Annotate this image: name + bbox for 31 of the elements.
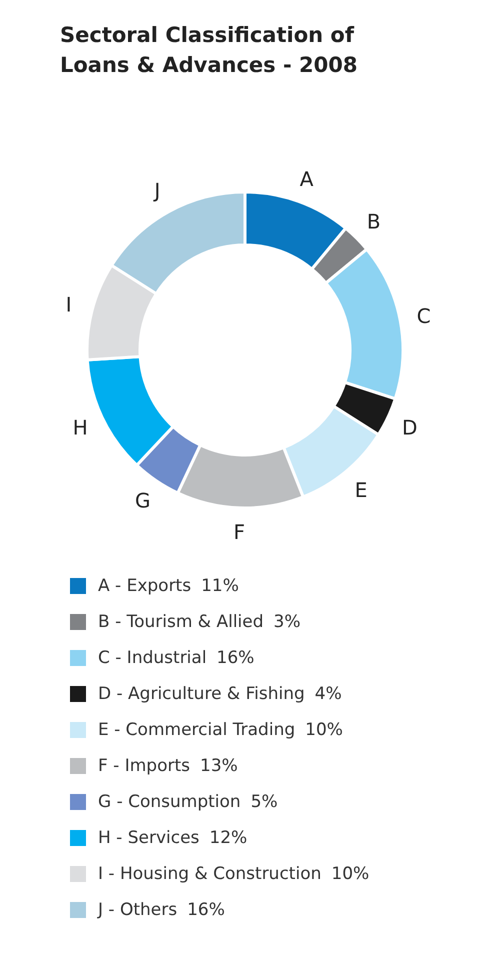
text: J	[152, 178, 160, 203]
data-label: 12%	[209, 828, 248, 848]
legend-label: F - Imports	[98, 756, 190, 776]
text: H	[72, 415, 88, 440]
data-label: 16%	[216, 648, 254, 668]
text: A	[300, 166, 314, 191]
text: C	[416, 304, 431, 328]
data-label: 11%	[201, 576, 239, 596]
data-label: 13%	[200, 756, 238, 776]
legend-label: G - Consumption	[98, 792, 241, 812]
legend-label: A - Exports	[98, 576, 192, 596]
data-label: 16%	[187, 900, 225, 920]
data-label: 3%	[274, 612, 301, 632]
legend-label: J - Others	[98, 900, 178, 920]
data-label: 10%	[305, 720, 343, 740]
legend-label: I - Housing & Construction	[98, 864, 322, 884]
legend-label: E - Commercial Trading	[98, 720, 296, 740]
legend-label: D - Agriculture & Fishing	[98, 684, 305, 704]
legend-label: B - Tourism & Allied	[98, 612, 264, 632]
data-label: 5%	[250, 792, 278, 812]
text: E	[354, 478, 368, 502]
data-label: 10%	[331, 864, 370, 884]
text: G	[134, 488, 150, 513]
legend-label: H - Services	[98, 828, 200, 848]
text: F	[234, 520, 246, 544]
data-label: 4%	[314, 684, 342, 704]
chart-title: Sectoral Classification of Loans & Advances - 2008	[60, 22, 358, 79]
legend-label: C - Industrial	[98, 648, 207, 668]
text: B	[366, 209, 381, 234]
text: D	[402, 415, 418, 440]
text: I	[66, 292, 72, 317]
